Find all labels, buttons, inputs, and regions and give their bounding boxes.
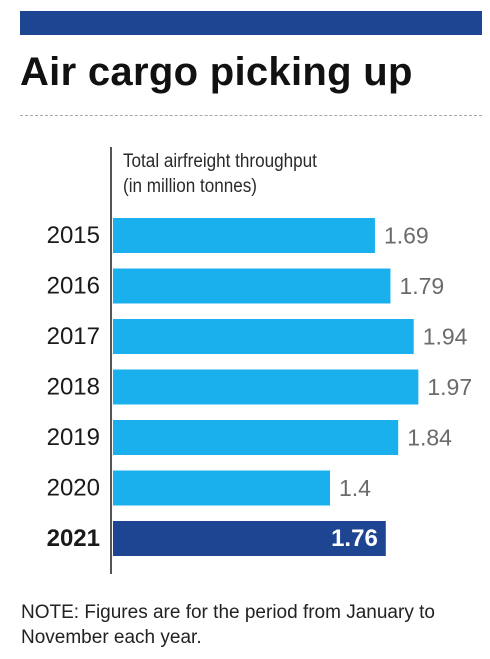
category-label-2019: 2019 — [47, 424, 100, 451]
chart-subtitle: Total airfreight throughput (in million … — [123, 149, 317, 199]
bar-2020 — [113, 470, 330, 506]
value-label-2017: 1.94 — [423, 324, 468, 350]
divider — [20, 115, 482, 116]
category-label-2016: 2016 — [47, 273, 100, 300]
chart-subtitle-line-1: Total airfreight throughput — [123, 151, 317, 172]
page-title: Air cargo picking up — [20, 50, 413, 94]
chart-subtitle-line-2: (in million tonnes) — [123, 176, 258, 197]
value-label-2021: 1.76 — [331, 525, 378, 552]
bar-2016 — [113, 268, 391, 304]
bar-2021 — [113, 521, 386, 556]
bar-2015 — [113, 218, 375, 253]
value-label-2015: 1.69 — [384, 223, 429, 249]
category-label-2015: 2015 — [47, 222, 100, 249]
bar-2019 — [113, 420, 399, 455]
footnote: NOTE: Figures are for the period from Ja… — [21, 602, 435, 648]
value-label-2020: 1.4 — [339, 475, 371, 501]
header-band — [20, 11, 482, 35]
category-label-2017: 2017 — [47, 323, 100, 350]
value-label-2019: 1.84 — [407, 425, 452, 451]
category-label-2018: 2018 — [47, 374, 100, 401]
value-label-2018: 1.97 — [427, 374, 472, 400]
category-label-2021: 2021 — [47, 525, 100, 552]
value-label-2016: 1.79 — [399, 273, 444, 299]
category-label-2020: 2020 — [47, 475, 100, 502]
bar-2017 — [113, 319, 414, 354]
bar-2018 — [113, 369, 419, 405]
